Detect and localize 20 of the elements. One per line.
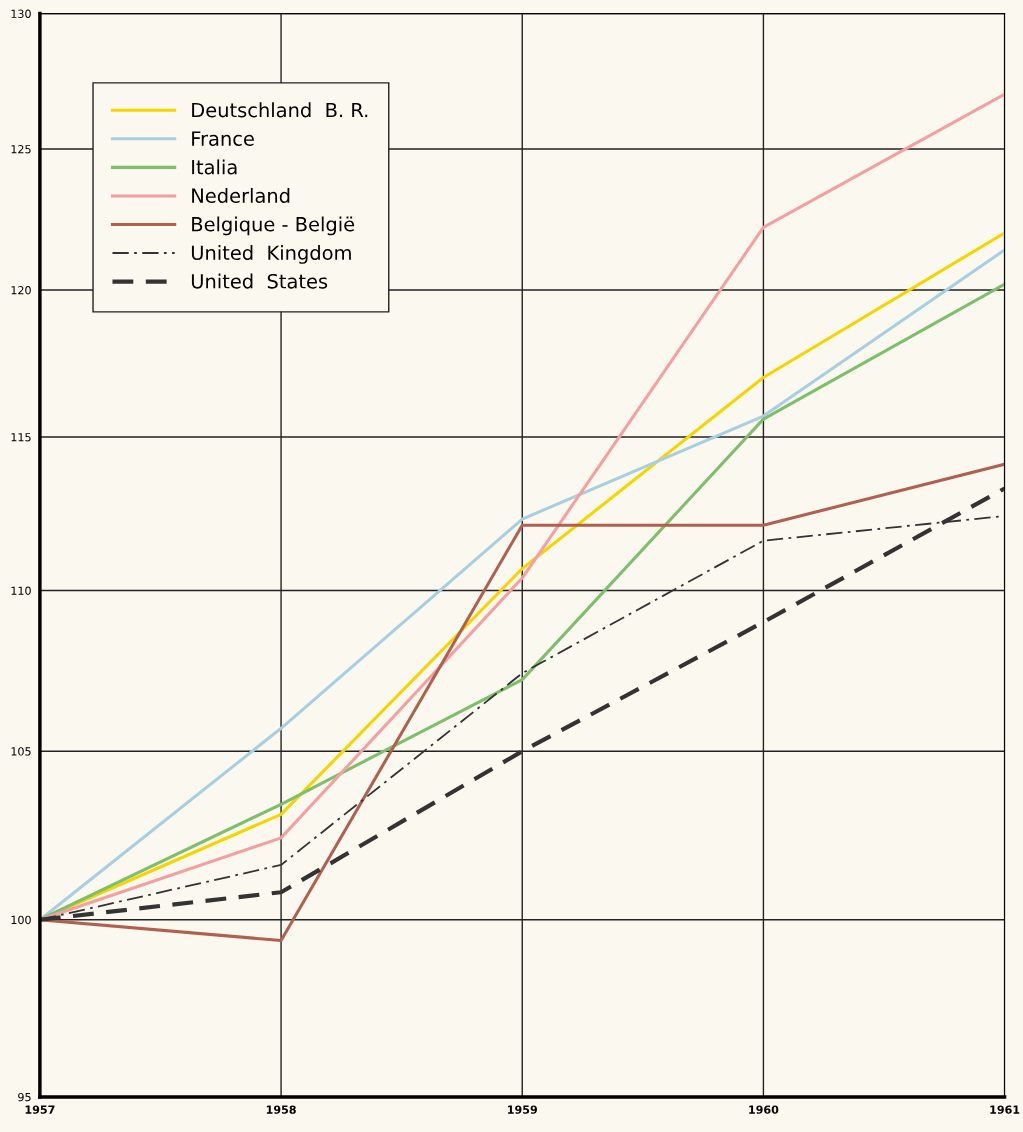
x-tick-label: 1961 bbox=[990, 1105, 1020, 1114]
legend-label: United States bbox=[191, 273, 328, 289]
legend-label: Italia bbox=[192, 159, 237, 175]
legend-label: France bbox=[192, 131, 254, 146]
y-tick-label: 110 bbox=[11, 586, 31, 595]
y-tick-label: 95 bbox=[18, 1092, 31, 1102]
legend-label: Deutschland B. R. bbox=[192, 102, 368, 118]
y-tick-label: 125 bbox=[11, 145, 31, 154]
y-tick-label: 100 bbox=[11, 915, 31, 925]
y-tick-label: 115 bbox=[11, 433, 31, 442]
legend-label: United Kingdom bbox=[191, 245, 351, 264]
x-tick-label: 1958 bbox=[266, 1105, 296, 1114]
y-tick-label: 105 bbox=[11, 747, 31, 756]
legend-label: Nederland bbox=[192, 187, 290, 204]
x-tick-label: 1959 bbox=[508, 1105, 537, 1114]
x-tick-label: 1957 bbox=[25, 1105, 55, 1114]
y-tick-label: 130 bbox=[11, 9, 31, 18]
legend-label: Belgique - België bbox=[192, 216, 355, 236]
x-tick-label: 1960 bbox=[749, 1105, 779, 1114]
y-tick-label: 120 bbox=[11, 286, 31, 295]
